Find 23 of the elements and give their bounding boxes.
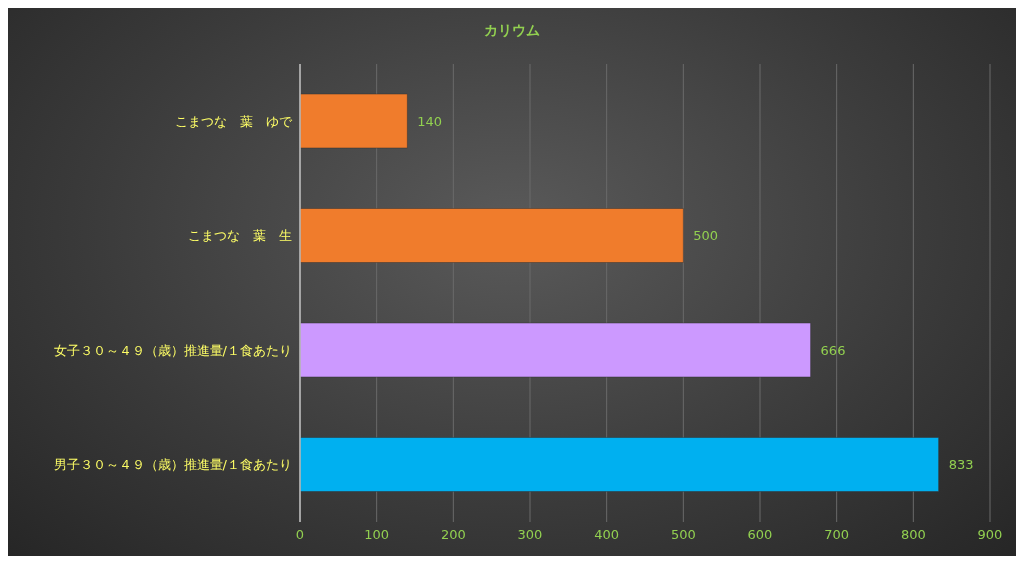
bar — [300, 93, 408, 149]
data-label: 500 — [693, 228, 719, 244]
x-tick-label: 0 — [295, 527, 305, 543]
x-tick-label: 200 — [440, 527, 466, 543]
x-tick-label: 500 — [670, 527, 696, 543]
x-tick-label: 900 — [977, 527, 1003, 543]
bar — [300, 322, 811, 378]
y-tick-label: 女子３０～４９（歳）推進量/１食あたり — [53, 342, 292, 358]
x-tick-label: 800 — [900, 527, 926, 543]
bar — [300, 208, 684, 263]
x-tick-label: 300 — [517, 527, 543, 543]
x-tick-label: 100 — [364, 527, 390, 543]
chart-title: カリウム — [483, 22, 541, 40]
bar — [300, 437, 939, 492]
data-label: 833 — [948, 457, 974, 473]
y-tick-label: 男子３０～４９（歳）推進量/１食あたり — [53, 457, 292, 473]
x-tick-label: 700 — [824, 527, 850, 543]
x-tick-label: 600 — [747, 527, 773, 543]
y-tick-label: こまつな 葉 ゆで — [175, 113, 293, 129]
x-tick-label: 400 — [594, 527, 620, 543]
data-label: 140 — [417, 113, 443, 129]
y-tick-label: こまつな 葉 生 — [188, 228, 292, 244]
data-label: 666 — [820, 342, 846, 358]
